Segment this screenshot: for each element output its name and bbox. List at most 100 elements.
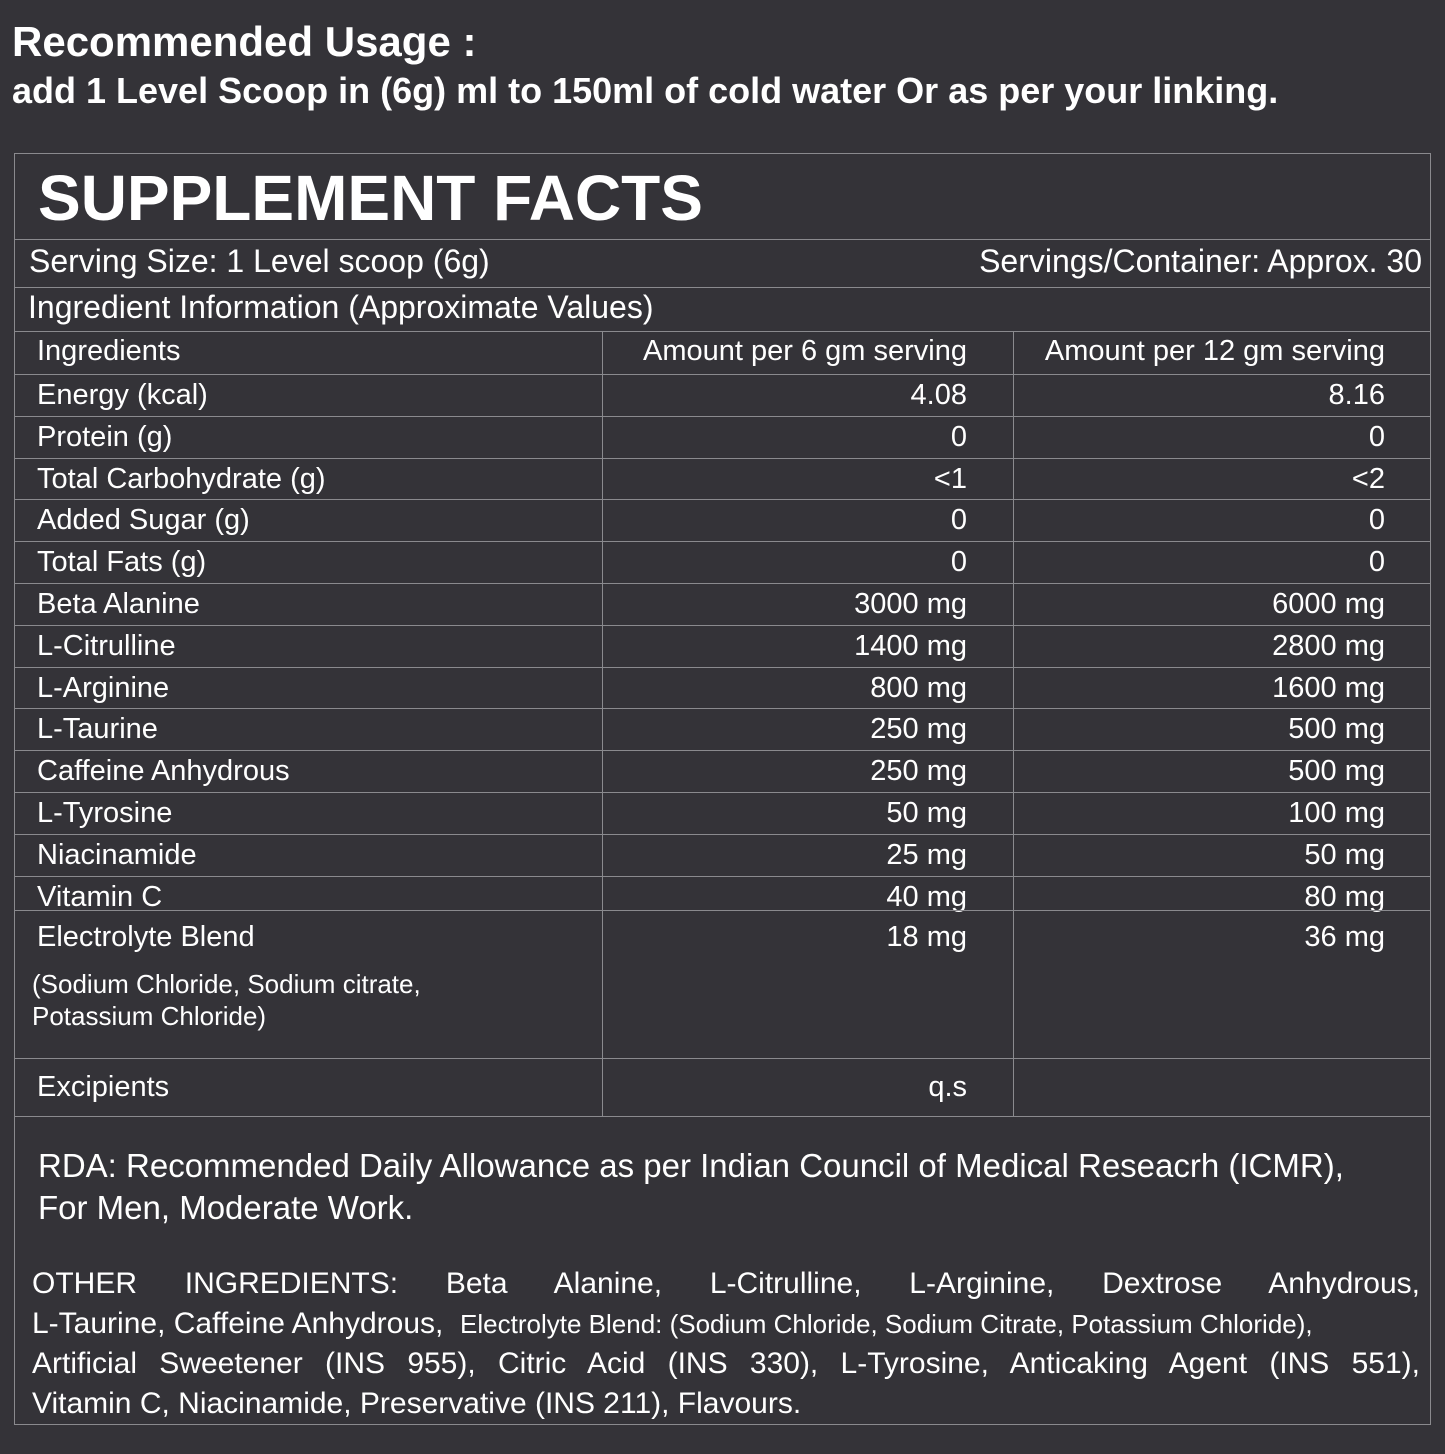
divider [14, 541, 1431, 542]
ingredient-name: Added Sugar (g) [37, 504, 250, 536]
divider [14, 331, 1431, 332]
divider [14, 416, 1431, 417]
column-divider [602, 331, 603, 1117]
amount-6gm: 50 mg [886, 797, 967, 829]
other-ingredients-line: Artificial Sweetener (INS 955), Citric A… [32, 1347, 1420, 1380]
divider [14, 708, 1431, 709]
amount-6gm: 0 [950, 421, 967, 453]
divider [14, 458, 1431, 459]
amount-6gm: 1400 mg [854, 630, 967, 662]
amount-12gm: 500 mg [1288, 755, 1385, 787]
amount-6gm: 800 mg [870, 672, 967, 704]
servings-per-container: Servings/Container: Approx. 30 [979, 243, 1422, 279]
amount-6gm: <1 [933, 463, 967, 495]
amount-6gm: 3000 mg [854, 588, 967, 620]
usage-title: Recommended Usage : [12, 18, 477, 65]
other-ingredients-text: Electrolyte Blend: (Sodium Chloride, Sod… [460, 1308, 1313, 1339]
table-row: Vitamin C 40 mg 80 mg [14, 877, 1431, 919]
table-row: Total Fats (g) 0 0 [14, 542, 1431, 584]
divider [14, 374, 1431, 375]
divider [14, 1058, 1431, 1059]
table-row: Beta Alanine 3000 mg 6000 mg [14, 584, 1431, 626]
amount-12gm: 0 [1368, 504, 1385, 536]
divider [14, 792, 1431, 793]
ingredient-name: L-Arginine [37, 672, 170, 704]
ingredient-name: Vitamin C [37, 881, 163, 913]
supplement-facts-title: SUPPLEMENT FACTS [38, 162, 703, 234]
ingredient-name: Electrolyte Blend [37, 921, 255, 953]
divider [14, 625, 1431, 626]
table-row: Protein (g) 0 0 [14, 417, 1431, 459]
other-ingredients-line: Vitamin C, Niacinamide, Preservative (IN… [32, 1386, 802, 1420]
other-ingredients-line: OTHER INGREDIENTS: Beta Alanine, L-Citru… [32, 1267, 1420, 1300]
ingredient-name: Protein (g) [37, 421, 173, 453]
table-row: Caffeine Anhydrous 250 mg 500 mg [14, 751, 1431, 793]
table-row: Energy (kcal) 4.08 8.16 [14, 375, 1431, 417]
amount-12gm: 8.16 [1328, 379, 1385, 411]
supplement-facts-panel [14, 153, 1431, 1425]
ingredient-name: Excipients [37, 1071, 170, 1103]
amount-12gm: 80 mg [1304, 881, 1385, 913]
ingredient-name: L-Citrulline [37, 630, 176, 662]
amount-6gm: 250 mg [870, 755, 967, 787]
other-ingredients-line: L-Taurine, Caffeine Anhydrous, Electroly… [32, 1304, 1420, 1345]
usage-text: add 1 Level Scoop in (6g) ml to 150ml of… [12, 70, 1279, 111]
electrolyte-note: Potassium Chloride) [32, 1001, 267, 1031]
divider [14, 910, 1431, 911]
amount-6gm: q.s [928, 1071, 967, 1103]
table-row: Total Carbohydrate (g) <1 <2 [14, 459, 1431, 501]
amount-6gm: 0 [950, 546, 967, 578]
ingredient-name: Total Carbohydrate (g) [37, 463, 326, 495]
serving-size: Serving Size: 1 Level scoop (6g) [29, 243, 490, 279]
other-ingredients-text: L-Taurine, Caffeine Anhydrous, [32, 1306, 444, 1340]
amount-12gm: 100 mg [1288, 797, 1385, 829]
amount-12gm: 0 [1368, 421, 1385, 453]
table-row: L-Citrulline 1400 mg 2800 mg [14, 626, 1431, 668]
amount-12gm: 6000 mg [1272, 588, 1385, 620]
rda-line: RDA: Recommended Daily Allowance as per … [38, 1147, 1344, 1184]
divider [14, 750, 1431, 751]
amount-6gm: 40 mg [886, 881, 967, 913]
table-row: L-Tyrosine 50 mg 100 mg [14, 793, 1431, 835]
amount-12gm: 50 mg [1304, 839, 1385, 871]
column-header-ingredients: Ingredients [37, 335, 181, 367]
table-row: L-Arginine 800 mg 1600 mg [14, 668, 1431, 710]
other-ingredients: OTHER INGREDIENTS: Beta Alanine, L-Citru… [32, 1264, 1420, 1423]
divider [14, 834, 1431, 835]
amount-12gm: <2 [1351, 463, 1385, 495]
amount-12gm: 0 [1368, 546, 1385, 578]
ingredient-name: L-Tyrosine [37, 797, 173, 829]
rda-line: For Men, Moderate Work. [38, 1189, 414, 1226]
electrolyte-note: (Sodium Chloride, Sodium citrate, [32, 969, 421, 999]
amount-6gm: 25 mg [886, 839, 967, 871]
divider [14, 667, 1431, 668]
divider [14, 499, 1431, 500]
divider [14, 287, 1431, 288]
table-row: Added Sugar (g) 0 0 [14, 500, 1431, 542]
ingredient-name: L-Taurine [37, 713, 158, 745]
amount-6gm: 0 [950, 504, 967, 536]
ingredient-name: Energy (kcal) [37, 379, 208, 411]
amount-12gm: 500 mg [1288, 713, 1385, 745]
ingredient-name: Caffeine Anhydrous [37, 755, 290, 787]
divider [14, 1116, 1431, 1117]
table-row-excipients: Excipients q.s [14, 1067, 1431, 1109]
ingredient-name: Beta Alanine [37, 588, 200, 620]
divider [14, 239, 1431, 240]
column-header-6gm: Amount per 6 gm serving [643, 335, 967, 367]
amount-6gm: 250 mg [870, 713, 967, 745]
amount-12gm: 1600 mg [1272, 672, 1385, 704]
divider [14, 583, 1431, 584]
amount-12gm: 2800 mg [1272, 630, 1385, 662]
amount-12gm: 36 mg [1304, 921, 1385, 953]
amount-6gm: 4.08 [910, 379, 967, 411]
table-row-electrolyte: Electrolyte Blend 18 mg 36 mg [14, 917, 1431, 959]
ingredient-name: Niacinamide [37, 839, 197, 871]
divider [14, 876, 1431, 877]
table-row: Niacinamide 25 mg 50 mg [14, 835, 1431, 877]
rda-note: RDA: Recommended Daily Allowance as per … [38, 1145, 1344, 1229]
table-row: L-Taurine 250 mg 500 mg [14, 709, 1431, 751]
amount-6gm: 18 mg [886, 921, 967, 953]
column-divider [1013, 331, 1014, 1117]
ingredient-name: Total Fats (g) [37, 546, 207, 578]
